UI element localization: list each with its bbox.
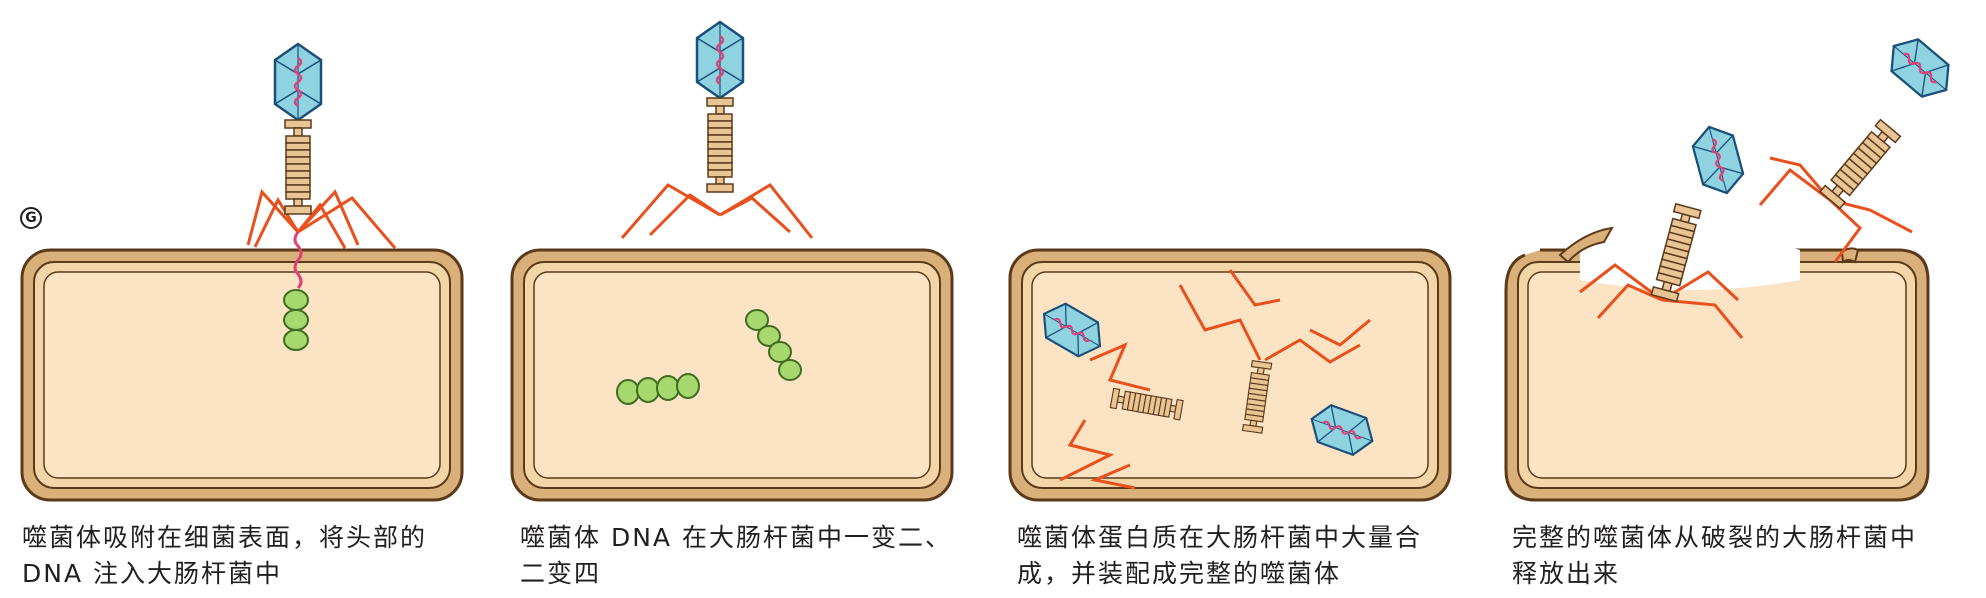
tail-fibers — [246, 188, 397, 249]
released-phage — [1758, 29, 1961, 263]
dna-beads — [616, 309, 802, 405]
phage-head — [273, 42, 323, 122]
caption-line: 成，并装配成完整的噬菌体 — [1017, 559, 1342, 588]
panel-1-illustration — [20, 42, 464, 502]
phage-tail — [706, 97, 734, 193]
released-phage — [1579, 120, 1748, 339]
caption-line: DNA 注入大肠杆菌中 — [22, 559, 283, 588]
tail-fibers — [620, 183, 814, 239]
dna-beads — [283, 289, 309, 351]
caption-panel-3: 噬菌体蛋白质在大肠杆菌中大量合 成，并装配成完整的噬菌体 — [1017, 520, 1457, 592]
bacterium-cell — [510, 248, 954, 502]
caption-panel-4: 完整的噬菌体从破裂的大肠杆菌中 释放出来 — [1512, 520, 1952, 592]
caption-line: 二变四 — [520, 559, 602, 588]
caption-panel-2: 噬菌体 DNA 在大肠杆菌中一变二、 二变四 — [520, 520, 960, 592]
caption-panel-1: 噬菌体吸附在细菌表面，将头部的 DNA 注入大肠杆菌中 — [22, 520, 462, 592]
caption-line: 完整的噬菌体从破裂的大肠杆菌中 — [1512, 523, 1918, 552]
panel-4-illustration — [1504, 29, 1961, 502]
caption-line: 噬菌体蛋白质在大肠杆菌中大量合 — [1017, 523, 1423, 552]
panel-2-illustration — [510, 20, 954, 502]
caption-line: 噬菌体 DNA 在大肠杆菌中一变二、 — [520, 523, 952, 552]
tail-fibers — [1059, 269, 1371, 490]
caption-line: 释放出来 — [1512, 559, 1621, 588]
caption-line: 噬菌体吸附在细菌表面，将头部的 — [22, 523, 428, 552]
phage-tail — [284, 119, 312, 215]
bacterium-cell — [20, 248, 464, 502]
phage-head — [695, 20, 745, 100]
bacterium-cell — [1008, 248, 1452, 502]
panel-3-illustration — [1008, 248, 1452, 502]
figure-marker: G — [20, 207, 42, 229]
injected-dna — [293, 231, 303, 290]
